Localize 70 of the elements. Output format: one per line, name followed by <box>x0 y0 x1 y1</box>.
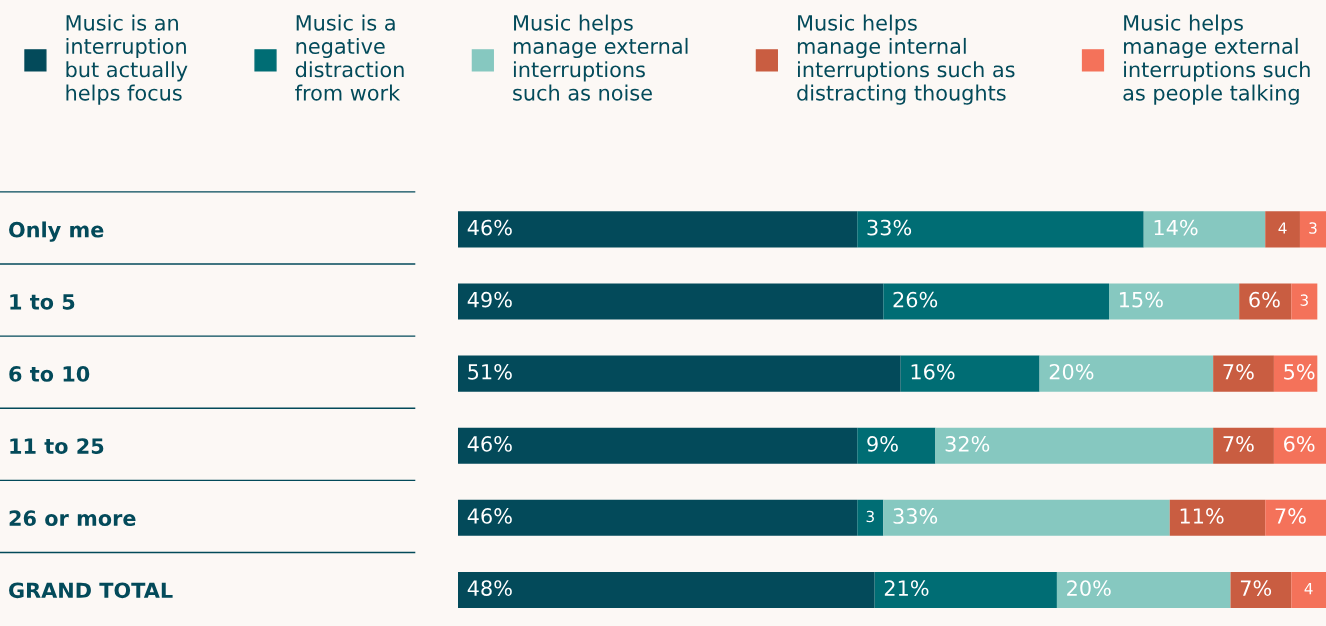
data-label: 16% <box>911 363 955 380</box>
legend-label: Music helps manage external interruptions such as people talking <box>1123 14 1310 105</box>
bar <box>857 211 1144 248</box>
bar <box>458 427 858 464</box>
data-label: 46% <box>467 219 512 236</box>
data-label: 7% <box>1275 508 1306 524</box>
data-label: 7% <box>1240 580 1272 596</box>
data-label: 3 <box>1309 222 1317 234</box>
bar <box>1143 211 1266 248</box>
data-label: 9% <box>867 436 898 452</box>
bar <box>883 499 1170 536</box>
data-label: 33% <box>867 219 912 236</box>
data-label: 32% <box>945 436 990 452</box>
data-label: 3 <box>1300 294 1308 306</box>
y-tick-label: GRAND TOTAL <box>9 582 173 599</box>
bar <box>1291 571 1326 608</box>
data-label: 46% <box>467 436 512 452</box>
bar <box>1273 427 1326 464</box>
legend-label: Music is a negative distraction from work <box>295 14 404 101</box>
bar <box>857 427 936 464</box>
data-label: 3 <box>866 510 874 523</box>
data-label: 21% <box>884 580 929 596</box>
data-label: 48% <box>467 580 512 596</box>
bar <box>883 283 1109 320</box>
data-label: 33% <box>893 508 938 524</box>
bar <box>900 355 1040 392</box>
bar <box>458 499 858 536</box>
data-label: 46% <box>467 508 512 524</box>
bar <box>1109 283 1240 320</box>
data-label: 20% <box>1049 363 1094 380</box>
data-label: 6% <box>1249 291 1280 308</box>
bar <box>458 211 858 248</box>
data-label: 14% <box>1154 219 1198 236</box>
data-label: 7% <box>1223 436 1254 452</box>
bar <box>1213 355 1274 392</box>
bar <box>458 283 884 320</box>
bar <box>458 355 901 392</box>
bar <box>1056 571 1231 608</box>
data-label: 15% <box>1119 291 1163 308</box>
bar <box>935 427 1214 464</box>
legend-label: Music helps manage internal interruptions such as distracting thoughts <box>797 14 1015 105</box>
y-tick-label: 11 to 25 <box>10 438 104 454</box>
y-tick-label: 1 to 5 <box>10 294 75 310</box>
bar <box>1039 355 1214 392</box>
data-label: 6% <box>1284 436 1315 452</box>
data-label: 26% <box>893 291 938 308</box>
data-label: 49% <box>467 291 512 308</box>
data-label: 5% <box>1284 363 1315 380</box>
y-tick-label: Only me <box>9 221 104 242</box>
data-label: 20% <box>1067 580 1111 596</box>
bar <box>1299 211 1326 248</box>
y-tick-label: 6 to 10 <box>9 366 90 382</box>
bar <box>1265 499 1326 536</box>
data-label: 4 <box>1278 222 1287 234</box>
bar <box>1291 283 1318 320</box>
y-tick-label: 26 or more <box>9 510 136 527</box>
legend-label: Music is an interruption but actually helps focus <box>66 14 188 105</box>
bar <box>1265 211 1300 248</box>
bar <box>1169 499 1266 536</box>
bar <box>1213 427 1274 464</box>
data-label: 51% <box>468 363 512 380</box>
legend-label: Music helps manage external interruptions such as noise <box>513 14 688 101</box>
data-label: 7% <box>1223 363 1254 380</box>
bar <box>458 571 875 608</box>
bar <box>874 571 1057 608</box>
bar <box>1230 571 1292 608</box>
bar <box>857 499 884 536</box>
data-label: 11% <box>1180 508 1224 524</box>
bar <box>1239 283 1292 320</box>
data-label: 4 <box>1304 583 1313 595</box>
